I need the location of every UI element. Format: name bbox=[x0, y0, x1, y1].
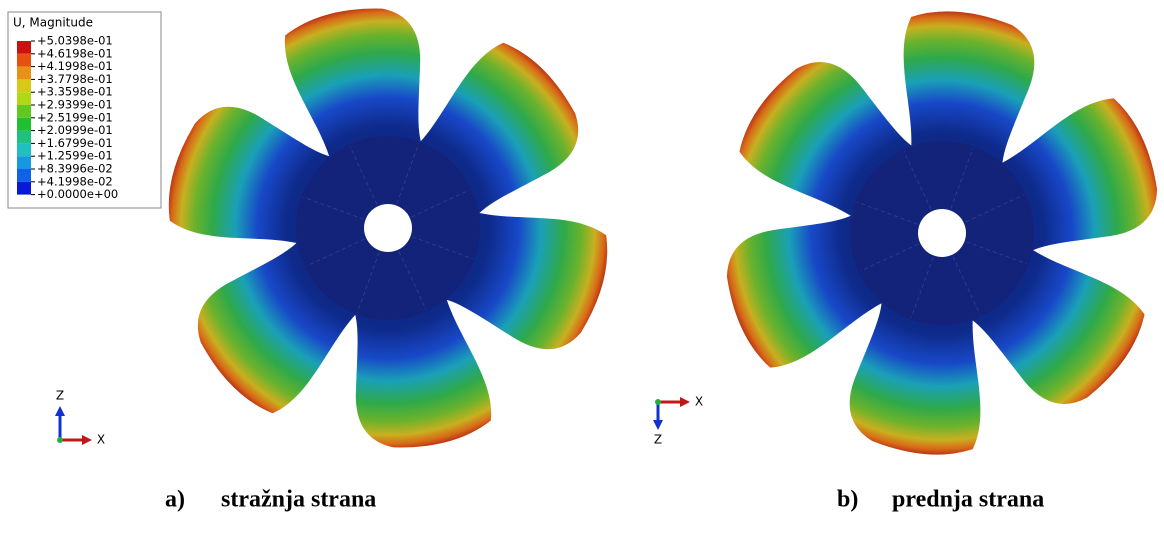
caption-text: prednja strana bbox=[892, 487, 1044, 513]
legend-label: +2.9399e-01 bbox=[37, 98, 113, 112]
legend-label: +3.7798e-01 bbox=[37, 72, 113, 86]
axis-label: X bbox=[97, 433, 105, 447]
legend-label: +4.6198e-01 bbox=[37, 46, 113, 60]
axis-label: Z bbox=[654, 433, 662, 447]
legend-swatch bbox=[17, 92, 31, 105]
hub-seam bbox=[910, 257, 934, 318]
blade bbox=[903, 11, 1035, 167]
triad-b: X Z bbox=[653, 395, 703, 447]
hub-hole bbox=[364, 204, 412, 252]
axis-label: X bbox=[695, 395, 703, 409]
legend-swatch bbox=[17, 66, 31, 80]
legend-swatch bbox=[17, 143, 31, 157]
hub-seam bbox=[903, 151, 932, 210]
legend-label: +8.3996e-02 bbox=[37, 162, 113, 176]
legend-box bbox=[7, 11, 162, 209]
blade bbox=[1001, 98, 1158, 252]
blade bbox=[726, 214, 883, 368]
blade bbox=[849, 299, 981, 455]
fan bbox=[726, 11, 1158, 455]
legend-label: +0.0000e+00 bbox=[37, 187, 118, 201]
legend-label: +5.0398e-01 bbox=[37, 34, 113, 48]
legend-swatch bbox=[17, 41, 31, 54]
hub-seam bbox=[950, 148, 974, 209]
legend-swatch bbox=[17, 105, 31, 118]
legend-swatch bbox=[17, 169, 31, 182]
blade bbox=[168, 106, 333, 244]
hub-seam bbox=[303, 196, 364, 220]
hub-seam bbox=[356, 252, 380, 313]
blade bbox=[443, 212, 608, 350]
legend-label: +4.1998e-01 bbox=[37, 59, 113, 73]
legend-swatch bbox=[17, 181, 31, 195]
caption-letter: b) bbox=[837, 487, 858, 513]
legend-swatch bbox=[17, 53, 31, 67]
caption-text: stražnja strana bbox=[221, 487, 376, 513]
legend-label: +4.1998e-02 bbox=[37, 174, 113, 188]
legend-swatch bbox=[17, 156, 31, 169]
legend-label: +2.0999e-01 bbox=[37, 123, 113, 137]
legend-swatch bbox=[17, 130, 31, 144]
hub-seam bbox=[952, 256, 981, 315]
legend-label: +3.3598e-01 bbox=[37, 85, 113, 99]
legend-label: +1.2599e-01 bbox=[37, 149, 113, 163]
hub-seam bbox=[396, 143, 420, 204]
legend: U, Magnitude +5.0398e-01+4.6198e-01+4.19… bbox=[7, 11, 162, 209]
hub-seam bbox=[412, 236, 473, 260]
fan bbox=[168, 8, 608, 448]
legend-title: U, Magnitude bbox=[13, 16, 93, 30]
legend-label: +1.6799e-01 bbox=[37, 136, 113, 150]
hub-hole bbox=[918, 209, 966, 257]
triad-a: Z X bbox=[55, 389, 105, 447]
legend-label: +2.5199e-01 bbox=[37, 110, 113, 124]
caption-letter: a) bbox=[165, 487, 185, 513]
legend-swatch bbox=[17, 117, 31, 131]
legend-swatch bbox=[17, 79, 31, 93]
blade bbox=[284, 8, 422, 158]
axis-label: Z bbox=[56, 389, 64, 403]
blade bbox=[354, 298, 492, 448]
